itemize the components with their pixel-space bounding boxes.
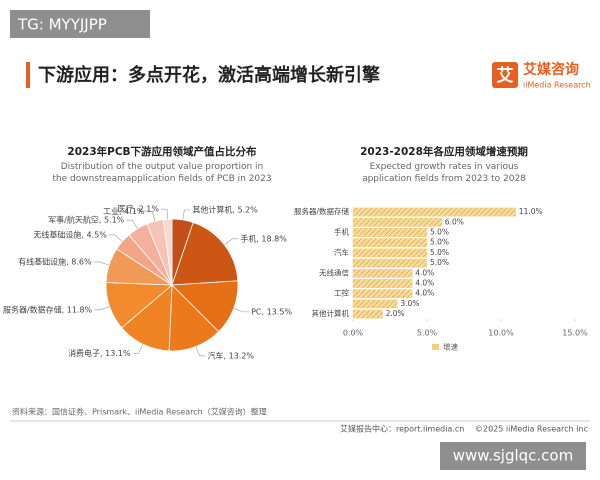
slice-label: 无线基础设施, 4.5%: [33, 229, 107, 239]
bar: [352, 299, 398, 309]
leader-line: [182, 209, 191, 220]
slice-label: 其他计算机, 5.2%: [192, 205, 258, 215]
pie-slice: [162, 218, 173, 286]
bar: [352, 258, 428, 268]
leader-line: [94, 306, 110, 311]
footer-right: ©2025 iiMedia Research Inc: [475, 425, 588, 434]
slice-label: 汽车, 13.2%: [208, 350, 255, 360]
leader-line: [108, 234, 123, 242]
slice-label: PC, 13.5%: [251, 307, 292, 316]
slice-label: 医疗, 2.1%: [118, 204, 160, 214]
logo-icon-box: [492, 62, 518, 88]
value-label: 4.0%: [415, 279, 434, 288]
leader-line: [126, 219, 138, 229]
value-label: 5.0%: [430, 238, 449, 247]
slice-label: 手机, 18.8%: [240, 233, 287, 243]
watermark-box: [440, 442, 586, 470]
slice-label: 军事/航天航空, 5.1%: [48, 215, 125, 225]
value-label: 2.0%: [386, 309, 405, 318]
leader-line: [160, 208, 168, 220]
leader-line: [146, 211, 156, 222]
leader-line: [233, 308, 250, 313]
pie-slice: [171, 221, 239, 286]
leader-line: [132, 344, 144, 354]
x-tick-label: 0.0%: [343, 329, 364, 338]
value-label: 4.0%: [415, 268, 434, 277]
value-label: 5.0%: [430, 258, 449, 267]
leader-line: [195, 346, 206, 357]
x-tick-label: 10.0%: [488, 329, 514, 338]
y-tick-label: 其他计算机: [312, 308, 350, 318]
source: 资料来源：国信证券、Prismark、iiMedia Research（艾媒咨询…: [12, 407, 267, 417]
legend-label: 增速: [443, 342, 458, 352]
pie-slice: [168, 284, 220, 352]
value-label: 4.0%: [415, 289, 434, 298]
y-tick-label: 汽车: [334, 247, 349, 257]
y-tick-label: 服务器/数据存储: [294, 206, 350, 216]
chart-title: 2023年PCB下游应用领域产值占比分布: [67, 145, 257, 158]
bar: [352, 279, 413, 288]
y-tick-label: 手机: [334, 227, 349, 237]
slice-label: 有线基础设施, 8.6%: [18, 256, 92, 266]
chart-subtitle: Expected growth rates in various applicat…: [362, 162, 526, 184]
slice-label: 服务器/数据存储, 11.8%: [3, 304, 93, 314]
y-tick-label: 工控: [334, 288, 349, 298]
watermark: www.sjglqc.com: [453, 447, 573, 465]
bar: [352, 228, 428, 237]
value-label: 6.0%: [445, 217, 464, 226]
bar: [352, 238, 428, 248]
value-label: 11.0%: [519, 207, 543, 216]
x-tick-label: 15.0%: [562, 329, 588, 338]
charts: 2023年PCB下游应用领域产值占比分布 Distribution of the …: [3, 145, 588, 360]
y-tick-label: 无线通信: [319, 267, 349, 277]
bar: [352, 217, 443, 227]
value-label: 5.0%: [430, 248, 449, 257]
bar: [352, 289, 413, 299]
bar: [352, 207, 517, 217]
bar: [352, 309, 383, 319]
slice-label: 消费电子, 13.1%: [68, 348, 131, 358]
chart-subtitle: Distribution of the output value proport…: [52, 162, 271, 184]
bar: [352, 268, 413, 278]
title-bar: [26, 62, 30, 88]
chart-title: 2023-2028年各应用领域增速预期: [360, 145, 528, 158]
leader-line: [93, 261, 110, 266]
watermark: TG: MYYJJPP: [17, 16, 107, 34]
value-label: 5.0%: [430, 228, 449, 237]
slice-label: 工业, 4.1%: [103, 206, 145, 216]
value-label: 3.0%: [400, 299, 419, 308]
logo-icon: 艾: [497, 65, 514, 86]
bar: [352, 248, 428, 258]
pie-slice: [121, 284, 173, 352]
logo-name: 艾媒咨询: [523, 61, 579, 78]
legend-swatch: [432, 344, 439, 350]
footer-left: 艾媒报告中心：report.iimedia.cn: [340, 424, 464, 434]
watermark-box: [10, 10, 150, 38]
logo-sub: iiMedia Research: [523, 81, 591, 90]
pie-slice: [171, 280, 239, 333]
leader-line: [224, 238, 239, 246]
x-tick-label: 5.0%: [417, 329, 438, 338]
page-title: 下游应用：多点开花，激活高端增长新引擎: [38, 64, 380, 86]
